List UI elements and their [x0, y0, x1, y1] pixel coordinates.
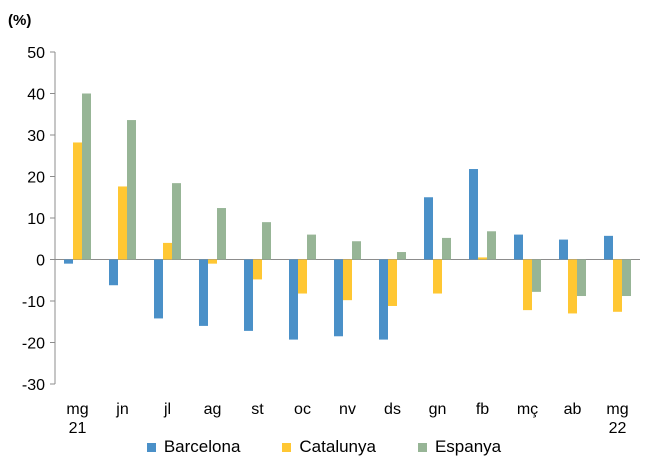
y-tick-label: -20 [22, 336, 45, 353]
legend-swatch [417, 442, 427, 452]
legend: Barcelona Catalunya Espanya [0, 436, 648, 458]
bar-espanya-1 [127, 120, 136, 260]
legend-label: Barcelona [163, 437, 241, 456]
unit-label: (%) [8, 12, 31, 29]
bar-espanya-9 [487, 231, 496, 260]
bar-catalunya-9 [478, 257, 487, 260]
y-axis: -30 -20 -10 0 10 20 30 40 50 [22, 45, 640, 394]
bar-catalunya-5 [298, 259, 307, 294]
bar-espanya-8 [442, 237, 451, 260]
x-tick-label: mg [606, 401, 628, 418]
x-tick-label: fb [476, 401, 489, 418]
bar-barcelona-12 [604, 235, 613, 260]
bar-barcelona-2 [154, 259, 163, 319]
x-axis-labels: mg 21 jn jl ag st oc nv ds gn fb mç ab mg 22 [66, 401, 628, 436]
x-tick-label: st [251, 401, 264, 418]
x-tick-label: 22 [609, 420, 627, 436]
bar-espanya-6 [352, 241, 361, 260]
bar-catalunya-4 [253, 259, 262, 280]
bar-catalunya-12 [613, 259, 622, 312]
legend-swatch [282, 442, 292, 452]
bar-barcelona-10 [514, 234, 523, 260]
bar-barcelona-6 [334, 259, 343, 337]
bar-catalunya-10 [523, 259, 532, 311]
bar-espanya-10 [532, 259, 541, 292]
bar-catalunya-1 [118, 186, 127, 260]
y-tick-label: -30 [22, 377, 45, 394]
y-tick-label: -10 [22, 294, 45, 311]
bar-barcelona-1 [109, 259, 118, 286]
bar-espanya-2 [172, 183, 181, 260]
bar-espanya-4 [262, 222, 271, 260]
bar-catalunya-11 [568, 259, 577, 314]
legend-swatch [146, 442, 156, 452]
bar-catalunya-2 [163, 242, 172, 260]
bar-catalunya-0 [73, 142, 82, 260]
bar-espanya-11 [577, 259, 586, 297]
bar-barcelona-5 [289, 259, 298, 340]
legend-item-barcelona: Barcelona [146, 436, 241, 458]
bar-chart: (%) -30 -20 -10 0 10 20 30 40 50 mg 21 jn jl ag st oc n… [8, 12, 640, 436]
x-tick-label: jl [163, 401, 171, 418]
bar-espanya-5 [307, 234, 316, 260]
bar-barcelona-11 [559, 239, 568, 260]
x-tick-label: mç [517, 401, 538, 418]
y-tick-label: 0 [36, 253, 45, 270]
x-tick-label: nv [339, 401, 356, 418]
legend-item-catalunya: Catalunya [282, 436, 376, 458]
legend-item-espanya: Espanya [417, 436, 502, 458]
bar-espanya-12 [622, 259, 631, 297]
x-tick-label: ab [564, 401, 582, 418]
legend-label: Catalunya [299, 437, 376, 456]
y-tick-label: 10 [27, 211, 45, 228]
x-tick-label: gn [429, 401, 447, 418]
x-tick-label: oc [294, 401, 311, 418]
y-tick-label: 20 [27, 170, 45, 187]
bar-barcelona-0 [64, 259, 73, 264]
x-tick-label: mg [66, 401, 88, 418]
y-tick-label: 50 [27, 45, 45, 62]
bar-espanya-7 [397, 252, 406, 260]
bar-barcelona-9 [469, 169, 478, 260]
bar-barcelona-7 [379, 259, 388, 340]
bar-catalunya-7 [388, 259, 397, 306]
y-tick-label: 30 [27, 128, 45, 145]
x-tick-label: ag [204, 401, 222, 418]
legend-label: Espanya [434, 437, 502, 456]
bar-barcelona-8 [424, 197, 433, 260]
bar-barcelona-3 [199, 259, 208, 326]
bar-catalunya-6 [343, 259, 352, 301]
bar-espanya-0 [82, 93, 91, 260]
bar-catalunya-8 [433, 259, 442, 294]
x-tick-label: 21 [69, 420, 87, 436]
x-tick-label: jn [115, 401, 128, 418]
bar-barcelona-4 [244, 259, 253, 331]
y-tick-label: 40 [27, 87, 45, 104]
bar-catalunya-3 [208, 259, 217, 264]
x-tick-label: ds [384, 401, 401, 418]
bar-espanya-3 [217, 208, 226, 260]
bars [64, 93, 631, 340]
